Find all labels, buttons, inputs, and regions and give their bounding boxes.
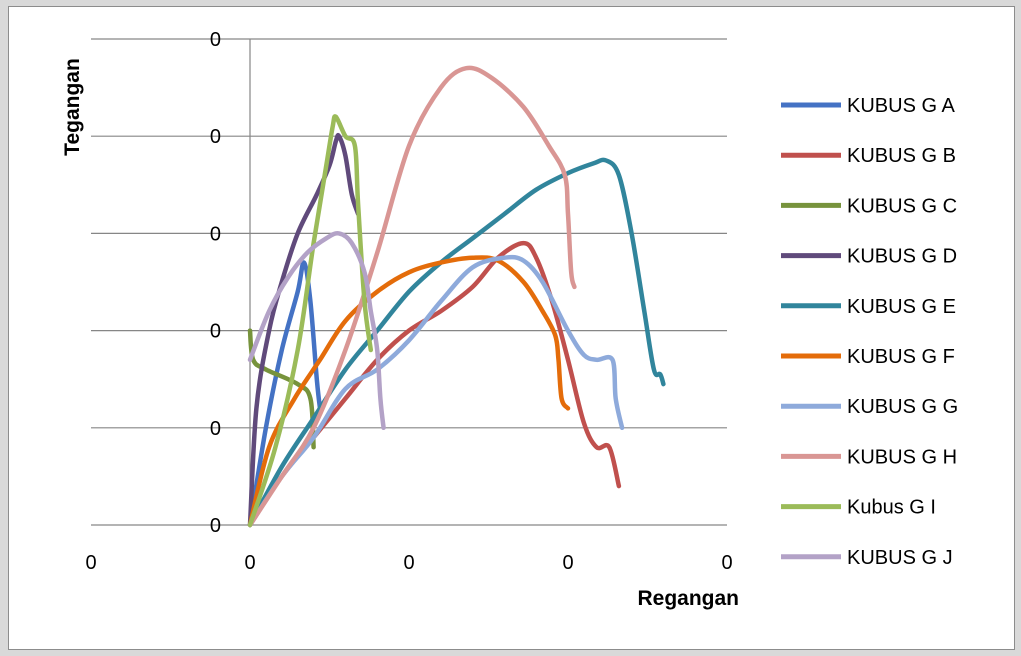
x-axis-title: Regangan (637, 587, 739, 610)
y-tick-label: 0 (210, 515, 221, 537)
y-tick-label: 0 (210, 223, 221, 245)
legend-label: KUBUS G H (847, 446, 957, 468)
y-axis-title: Tegangan (61, 58, 84, 156)
series-line-kubus-g-h (247, 65, 577, 528)
y-tick-labels: 0 0 0 0 0 0 (210, 29, 221, 537)
gridlines (91, 38, 727, 526)
legend-item-kubus-g-g: KUBUS G G (781, 396, 958, 418)
series-layer (247, 65, 666, 528)
legend-label: KUBUS G G (847, 396, 958, 418)
x-tick-label: 0 (403, 552, 414, 574)
series-line-kubus-g-g (247, 254, 625, 528)
series-line-kubus-g-d (247, 133, 361, 528)
legend-item-kubus-g-b: KUBUS G B (781, 145, 956, 167)
legend-item-kubus-g-h: KUBUS G H (781, 446, 957, 468)
series-line-kubus-g-e (247, 157, 666, 528)
legend-item-kubus-g-c: KUBUS G C (781, 195, 957, 217)
series-line-kubus-g-i (247, 114, 374, 528)
x-tick-label: 0 (721, 552, 732, 574)
chart-frame: 0 0 0 0 0 0 0 0 0 0 0 Regangan Tegangan KUBUS G A… (8, 6, 1015, 650)
legend-item-kubus-g-a: KUBUS G A (781, 95, 955, 117)
series-line-kubus-g-f (247, 255, 571, 528)
legend-label: KUBUS G C (847, 195, 957, 217)
x-tick-labels: 0 0 0 0 0 (85, 552, 732, 574)
legend-item-kubus-g-e: KUBUS G E (781, 296, 956, 318)
y-tick-label: 0 (210, 418, 221, 440)
legend-item-kubus-g-f: KUBUS G F (781, 346, 955, 368)
legend-item-kubus-g-i: Kubus G I (781, 497, 936, 519)
line-chart: 0 0 0 0 0 0 0 0 0 0 0 Regangan Tegangan KUBUS G A… (61, 29, 958, 610)
legend-label: KUBUS G F (847, 346, 955, 368)
legend-label: KUBUS G B (847, 145, 956, 167)
x-tick-label: 0 (85, 552, 96, 574)
x-tick-label: 0 (562, 552, 573, 574)
legend-label: Kubus G I (847, 497, 936, 519)
y-tick-label: 0 (210, 321, 221, 343)
legend-label: KUBUS G A (847, 95, 955, 117)
y-tick-label: 0 (210, 126, 221, 148)
x-tick-label: 0 (244, 552, 255, 574)
legend-item-kubus-g-j: KUBUS G J (781, 547, 953, 569)
series-line-kubus-g-a (247, 260, 323, 528)
y-tick-label: 0 (210, 29, 221, 51)
legend-item-kubus-g-d: KUBUS G D (781, 246, 957, 268)
legend-label: KUBUS G E (847, 296, 956, 318)
legend-label: KUBUS G D (847, 246, 957, 268)
legend: KUBUS G A KUBUS G B KUBUS G C KUBUS G D KUBU… (781, 95, 958, 569)
series-line-kubus-g-j (247, 231, 386, 431)
legend-label: KUBUS G J (847, 547, 953, 569)
